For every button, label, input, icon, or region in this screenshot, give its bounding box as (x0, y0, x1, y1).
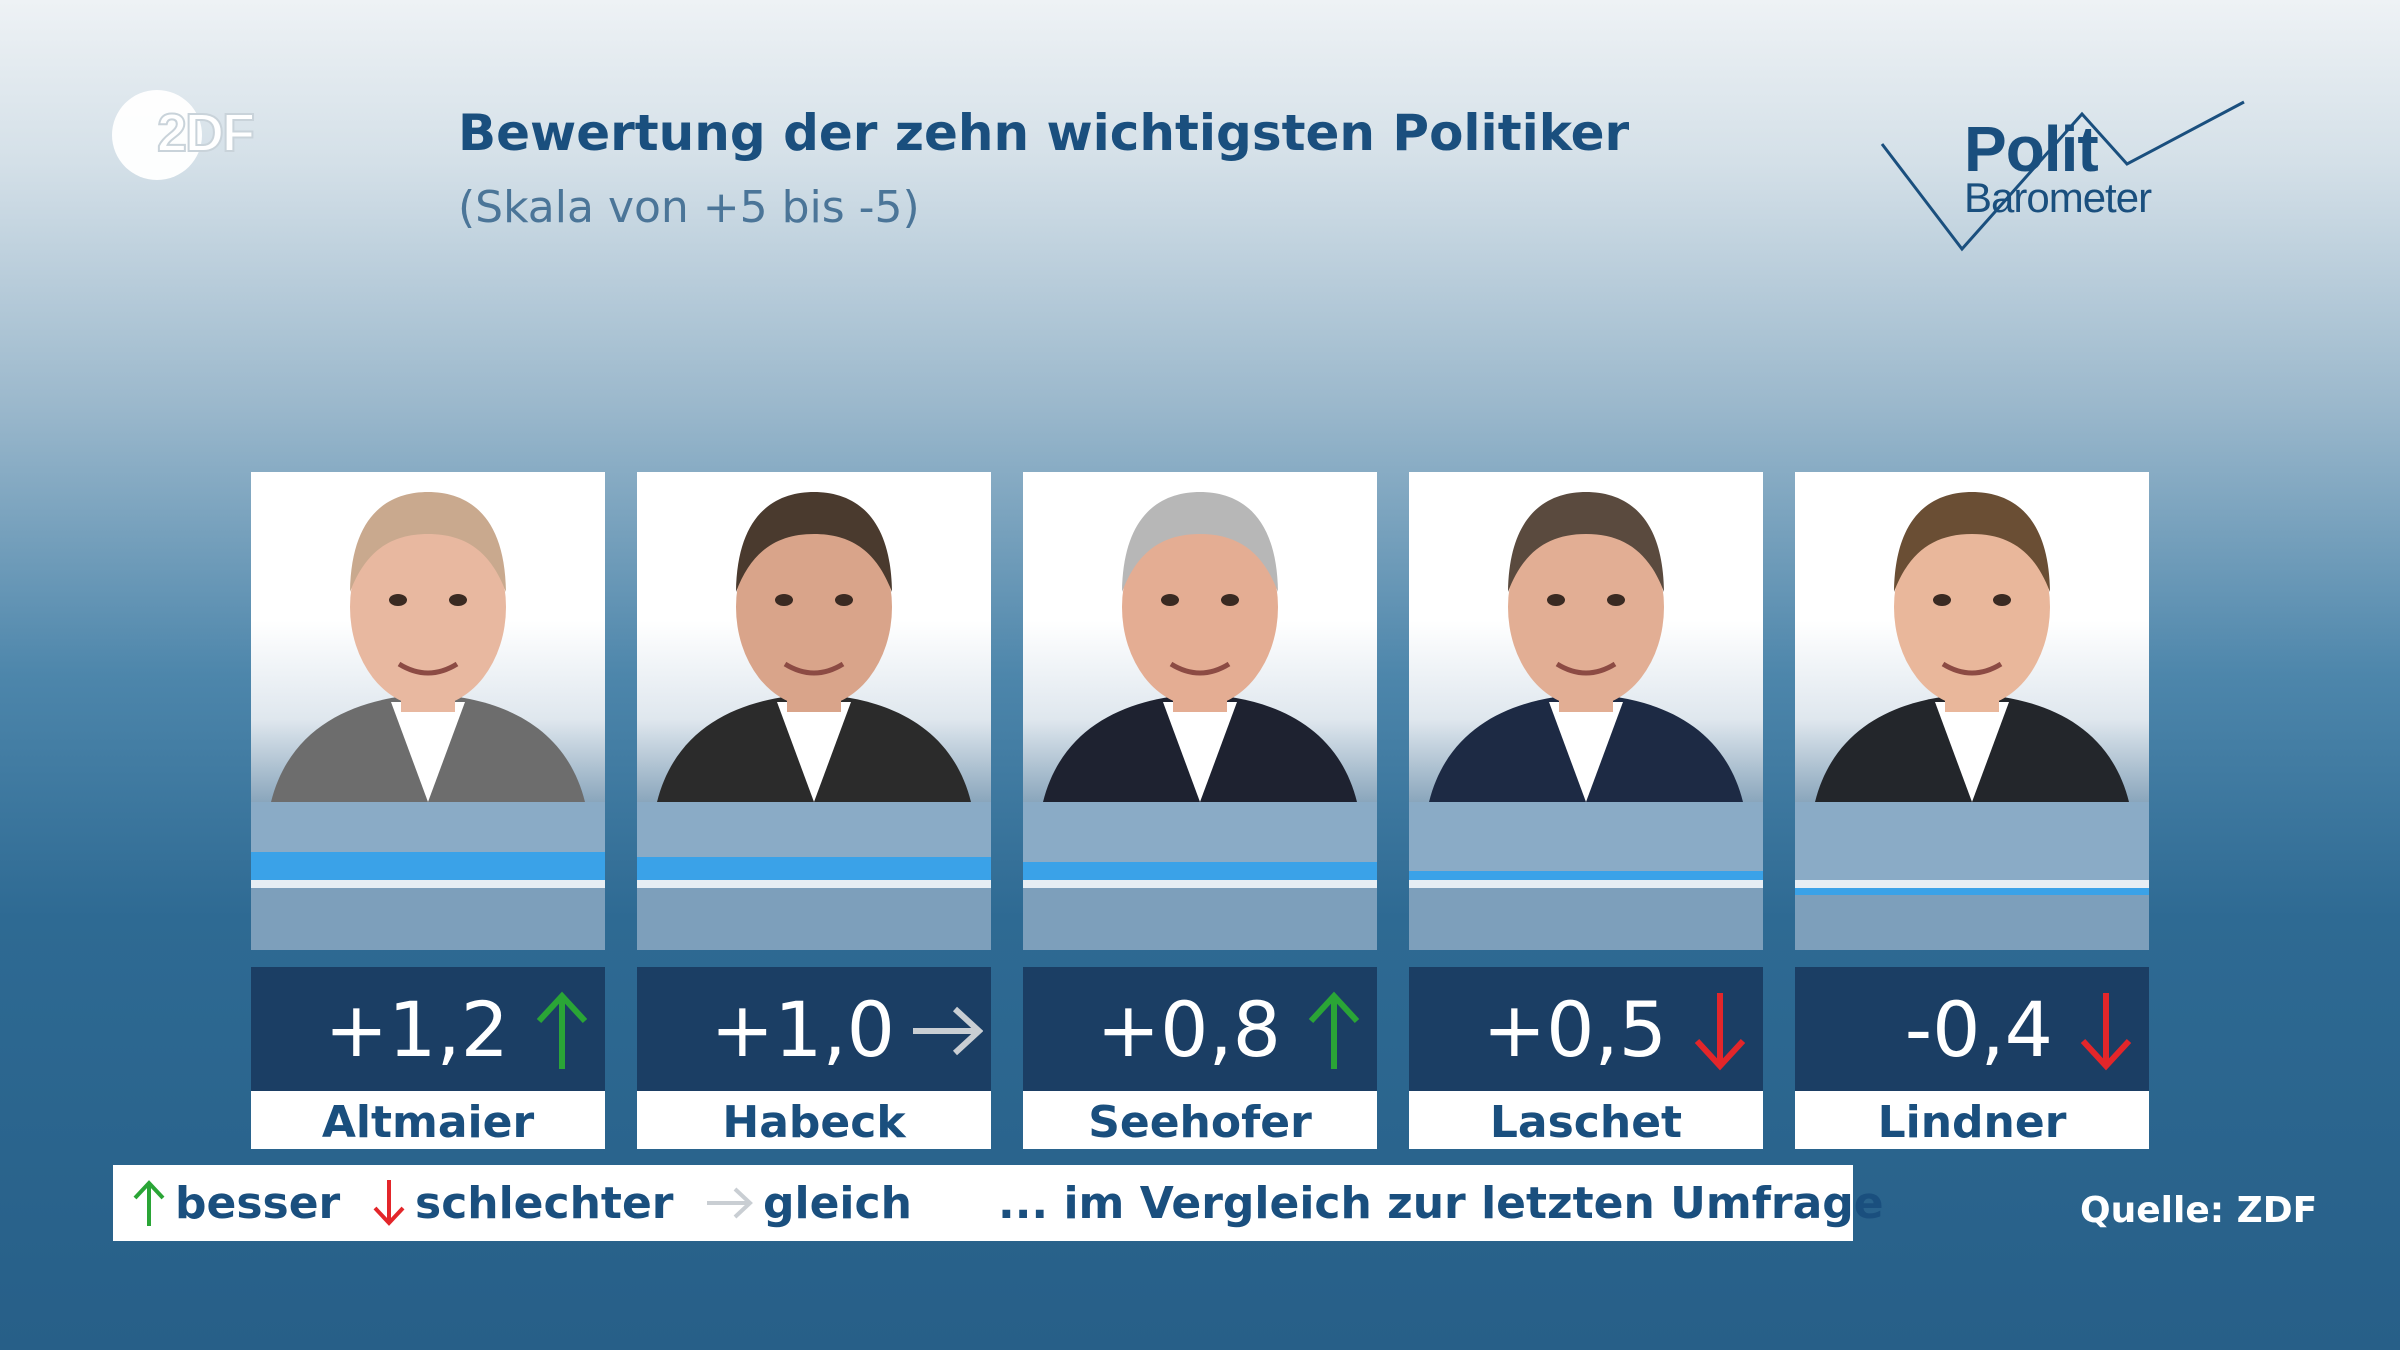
category-label: Laschet (1489, 1097, 1683, 1148)
legend: besser schlechter gleich ... im Vergleic… (113, 1165, 1884, 1241)
rating-bar-panel (1023, 802, 1377, 950)
category-label: Altmaier (321, 1097, 535, 1148)
legend-better: besser (131, 1175, 340, 1231)
bar-panel-upper (1795, 802, 2149, 882)
politbarometer-logo: Polit Barometer (1872, 94, 2252, 264)
arrow-right-icon (707, 1187, 753, 1219)
portrait-photo (1815, 492, 2129, 802)
zero-line (1023, 880, 1377, 888)
arrow-down-icon (373, 1180, 405, 1226)
bar-panel-upper (1409, 802, 1763, 882)
category-label: Lindner (1877, 1097, 2067, 1148)
name-box: Laschet (1409, 1091, 1763, 1149)
portrait-photo (1043, 492, 1357, 802)
legend-worse-label: schlechter (415, 1177, 674, 1229)
portrait-frame (637, 472, 991, 802)
chart-title: Bewertung der zehn wichtigsten Politiker (458, 104, 1630, 162)
zdf-logo: 2DF (112, 86, 282, 182)
category-label: Seehofer (1088, 1097, 1312, 1148)
value-box: +1,2 (251, 967, 605, 1091)
rating-bar-panel (1795, 802, 2149, 950)
rating-bar-panel (251, 802, 605, 950)
politbarometer-zigzag (1880, 100, 2245, 252)
data-label: +0,5 (1482, 985, 1667, 1074)
politbarometer-polit: Polit (1964, 113, 2099, 185)
politbarometer-barometer: Barometer (1964, 174, 2152, 221)
rating-bar-panel (1409, 802, 1763, 950)
zero-line (1409, 880, 1763, 888)
arrow-up-icon (536, 991, 588, 1069)
portrait-frame (1409, 472, 1763, 802)
zdf-logo-circle (112, 90, 202, 180)
arrow-down-icon (2080, 993, 2132, 1071)
legend-better-label: besser (175, 1177, 341, 1229)
data-label: -0,4 (1904, 985, 2053, 1074)
chart-subtitle: (Skala von +5 bis -5) (458, 182, 920, 233)
arrow-right-icon (913, 1006, 983, 1056)
name-box: Altmaier (251, 1091, 605, 1149)
rating-bar (251, 851, 605, 884)
portrait-photo (271, 492, 585, 802)
name-box: Habeck (637, 1091, 991, 1149)
arrow-up-icon (1308, 991, 1360, 1069)
zero-line (637, 880, 991, 888)
arrow-down-icon (1694, 993, 1746, 1071)
portrait-frame (251, 472, 605, 802)
legend-same-label: gleich (763, 1177, 912, 1229)
value-box: -0,4 (1795, 967, 2149, 1091)
zero-line (251, 880, 605, 888)
portrait-photo (1429, 492, 1743, 802)
name-box: Lindner (1795, 1091, 2149, 1149)
legend-note-label: ... im Vergleich zur letzten Umfrage (998, 1177, 1884, 1229)
rating-bar-panel (637, 802, 991, 950)
portrait-frame (1795, 472, 2149, 802)
name-box: Seehofer (1023, 1091, 1377, 1149)
rating-bar (1023, 862, 1377, 884)
data-label: +0,8 (1096, 985, 1281, 1074)
portrait-frame (1023, 472, 1377, 802)
zdf-logo-text: 2DF (156, 102, 256, 164)
source-label: Quelle: ZDF (2080, 1190, 2318, 1231)
portrait-photo (657, 492, 971, 802)
legend-same: gleich (705, 1175, 912, 1231)
legend-note: ... im Vergleich zur letzten Umfrage (998, 1175, 1884, 1231)
value-box: +0,8 (1023, 967, 1377, 1091)
value-box: +1,0 (637, 967, 991, 1091)
data-label: +1,0 (710, 985, 895, 1074)
arrow-up-icon (133, 1180, 165, 1226)
rating-bar (637, 857, 991, 884)
legend-worse: schlechter (371, 1175, 674, 1231)
value-box: +0,5 (1409, 967, 1763, 1091)
data-label: +1,2 (324, 985, 509, 1074)
zero-line (1795, 880, 2149, 888)
rating-bar (1795, 884, 2149, 895)
category-label: Habeck (722, 1097, 906, 1148)
